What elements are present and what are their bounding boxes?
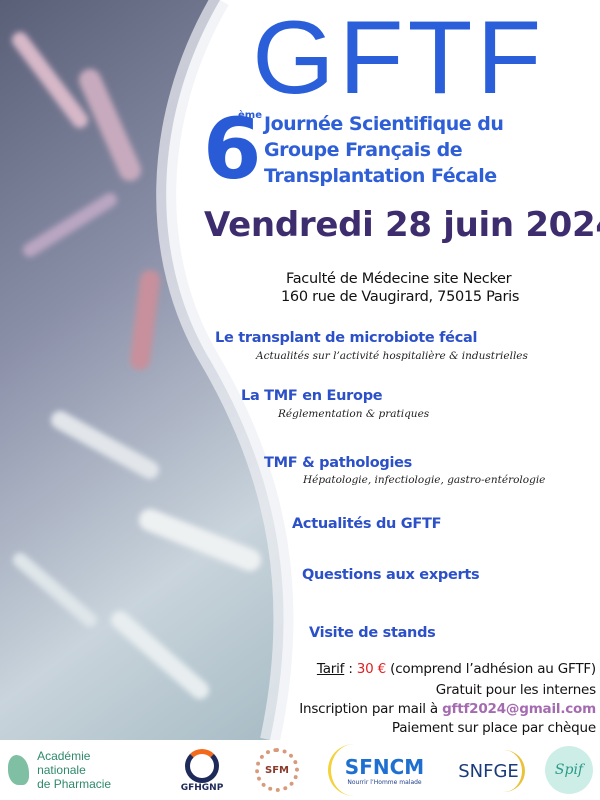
event-date: Vendredi 28 juin 2024 xyxy=(204,205,600,245)
price-note: (comprend l’adhésion au GFTF) xyxy=(386,661,596,677)
tarif-sep: : xyxy=(344,661,357,677)
partner-gfhgnp: GFHGNP xyxy=(172,742,232,800)
heading-line-3: Transplantation Fécale xyxy=(264,165,497,187)
email-link[interactable]: gftf2024@gmail.com xyxy=(442,701,596,717)
edition-number: 6 xyxy=(203,100,262,198)
heading-line-2: Groupe Français de xyxy=(264,139,463,161)
program-subtitle-1: Actualités sur l’activité hospitalière &… xyxy=(256,350,528,362)
payment-line: Paiement sur place par chèque xyxy=(391,720,596,736)
partner-spif: Spif xyxy=(545,746,593,794)
partner-line-2: de Pharmacie xyxy=(37,777,112,791)
partner-sfm: SFM xyxy=(255,748,299,792)
program-title-4: Actualités du GFTF xyxy=(292,516,442,532)
gfhgnp-emblem-icon xyxy=(185,749,219,783)
partner-tagline: Nourrir l’Homme malade xyxy=(347,778,422,786)
mail-line: Inscription par mail à gftf2024@gmail.co… xyxy=(299,701,596,717)
edition-suffix: ème xyxy=(238,110,262,121)
partner-name: SFNCM xyxy=(344,754,425,779)
tarif-line: Tarif : 30 € (comprend l’adhésion au GFT… xyxy=(317,661,596,677)
partner-logos: Académie nationale de Pharmacie GFHGNP SF… xyxy=(0,740,600,800)
program-subtitle-2: Réglementation & pratiques xyxy=(278,408,430,420)
program-title-3: TMF & pathologies xyxy=(264,455,412,471)
free-interns: Gratuit pour les internes xyxy=(435,682,596,698)
program-subtitle-3: Hépatologie, infectiologie, gastro-entér… xyxy=(303,474,546,486)
partner-snfge: SNFGE xyxy=(455,750,525,792)
microbiome-background-image xyxy=(0,0,600,740)
price: 30 € xyxy=(356,661,387,677)
program-title-1: Le transplant de microbiote fécal xyxy=(215,330,478,346)
partner-academie-pharmacie: Académie nationale de Pharmacie xyxy=(8,749,138,791)
gftf-logo: GFTF xyxy=(252,0,546,116)
address-line-1: Faculté de Médecine site Necker xyxy=(286,271,512,287)
tarif-label: Tarif xyxy=(316,661,345,677)
program-title-2: La TMF en Europe xyxy=(241,388,383,404)
pharmacie-emblem-icon xyxy=(8,755,30,785)
mail-prefix: Inscription par mail à xyxy=(299,701,443,717)
program-title-5: Questions aux experts xyxy=(302,567,480,583)
program-title-6: Visite de stands xyxy=(309,625,436,641)
address-line-2: 160 rue de Vaugirard, 75015 Paris xyxy=(281,289,520,305)
partner-sfncm: SFNCM Nourrir l’Homme malade xyxy=(328,744,438,796)
heading-line-1: Journée Scientifique du xyxy=(264,113,504,135)
partner-line-1: Académie nationale xyxy=(37,749,91,777)
partner-name: GFHGNP xyxy=(180,783,224,793)
